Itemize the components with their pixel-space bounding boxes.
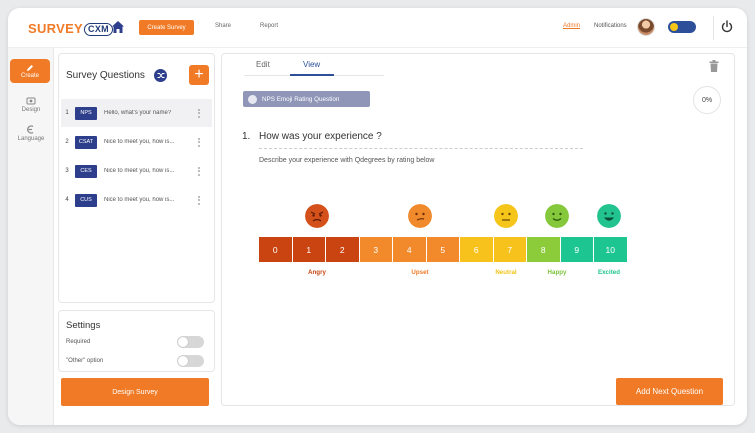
add-next-question-button[interactable]: Add Next Question (616, 378, 723, 405)
logo: SURVEY CXM (28, 21, 113, 36)
question-type-badge: NPS (75, 106, 97, 120)
question-type-badge: CSAT (75, 135, 97, 149)
sentiment-label-neutral: Neutral (495, 269, 517, 276)
nav-share[interactable]: Share (215, 23, 232, 29)
question-title: How was your experience ? (259, 131, 382, 142)
rating-option-4[interactable]: 4 (393, 237, 426, 262)
notifications-link[interactable]: Notifications (594, 23, 627, 29)
nav-report[interactable]: Report (260, 23, 279, 29)
question-type-badge: CES (75, 164, 97, 178)
question-type-chip: NPS Emoji Rating Question (243, 91, 370, 107)
angry-face-icon (305, 204, 329, 228)
rating-option-10[interactable]: 10 (594, 237, 627, 262)
other-option-label: "Other" option (66, 358, 104, 364)
language-icon (27, 125, 34, 134)
survey-questions-panel: Survey Questions + 1 NPS Hello, what's y… (58, 53, 215, 303)
shuffle-icon (157, 73, 164, 78)
panel-title: Survey Questions (66, 70, 145, 81)
rating-option-8[interactable]: 8 (527, 237, 560, 262)
neutral-face-icon (494, 204, 518, 228)
upset-face-icon (408, 204, 432, 228)
required-label: Required (66, 339, 91, 345)
more-icon[interactable] (198, 108, 201, 118)
more-icon[interactable] (198, 195, 201, 205)
design-survey-button[interactable]: Design Survey (61, 378, 209, 406)
progress-indicator: 0% (693, 86, 721, 114)
add-question-button[interactable]: + (189, 65, 209, 85)
question-item[interactable]: 4 CUS Nice to meet you, how is... (61, 186, 212, 214)
left-rail: Create Design Language (8, 48, 54, 425)
top-bar: SURVEY CXM Create Survey Share Report Adm… (8, 8, 747, 48)
tab-view[interactable]: View (303, 60, 321, 69)
nav-create-survey[interactable]: Create Survey (139, 20, 194, 35)
rating-option-7[interactable]: 7 (493, 237, 526, 262)
active-tab-indicator (290, 74, 334, 76)
question-item[interactable]: 2 CSAT Nice to meet you, how is... (61, 128, 212, 156)
tab-divider (244, 75, 384, 76)
theme-toggle[interactable] (668, 21, 696, 33)
rail-item-create[interactable]: Create (10, 59, 50, 83)
question-item[interactable]: 3 CES Nice to meet you, how is... (61, 157, 212, 185)
rating-option-2[interactable]: 2 (326, 237, 359, 262)
avatar[interactable] (637, 18, 655, 36)
divider (713, 16, 714, 40)
question-text: Nice to meet you, how is... (104, 168, 175, 174)
sentiment-label-angry: Angry (308, 269, 326, 276)
happy-face-icon (545, 204, 569, 228)
other-option-toggle[interactable] (177, 355, 204, 367)
rating-option-9[interactable]: 9 (560, 237, 593, 262)
excited-face-icon (597, 204, 621, 228)
sentiment-label-upset: Upset (411, 269, 429, 276)
title-underline (259, 148, 583, 149)
question-description: Describe your experience with Qdegrees b… (259, 157, 435, 164)
emoji-icon (248, 94, 257, 104)
pencil-icon (27, 64, 33, 71)
home-icon[interactable] (111, 20, 125, 34)
power-icon[interactable] (721, 20, 733, 34)
rating-option-6[interactable]: 6 (460, 237, 493, 262)
rail-item-design[interactable]: Design (8, 96, 54, 113)
rating-option-1[interactable]: 1 (292, 237, 325, 262)
sentiment-label-happy: Happy (547, 269, 567, 276)
shuffle-button[interactable] (154, 69, 167, 82)
rating-option-3[interactable]: 3 (359, 237, 392, 262)
tab-edit[interactable]: Edit (256, 60, 270, 69)
required-toggle[interactable] (177, 336, 204, 348)
question-text: Hello, what's your name? (104, 110, 172, 116)
trash-icon[interactable] (709, 60, 719, 72)
question-preview-panel: Edit View NPS Emoji Rating Question 0% 1… (221, 53, 735, 406)
palette-icon (26, 97, 36, 105)
sentiment-label-excited: Excited (597, 269, 621, 276)
more-icon[interactable] (198, 137, 201, 147)
settings-panel: Settings Required "Other" option (58, 310, 215, 372)
settings-title: Settings (66, 320, 101, 331)
question-number: 1. (242, 131, 251, 142)
rail-item-language[interactable]: Language (8, 125, 54, 142)
question-text: Nice to meet you, how is... (104, 139, 175, 145)
rating-option-5[interactable]: 5 (426, 237, 459, 262)
admin-link[interactable]: Admin (563, 23, 581, 29)
question-item[interactable]: 1 NPS Hello, what's your name? (61, 99, 212, 127)
rating-scale: 0 1 2 3 4 5 6 7 8 9 10 (259, 237, 627, 262)
question-text: Nice to meet you, how is... (104, 197, 175, 203)
rating-option-0[interactable]: 0 (259, 237, 292, 262)
app-frame: SURVEY CXM Create Survey Share Report Adm… (8, 8, 747, 425)
more-icon[interactable] (198, 166, 201, 176)
question-type-badge: CUS (75, 193, 97, 207)
